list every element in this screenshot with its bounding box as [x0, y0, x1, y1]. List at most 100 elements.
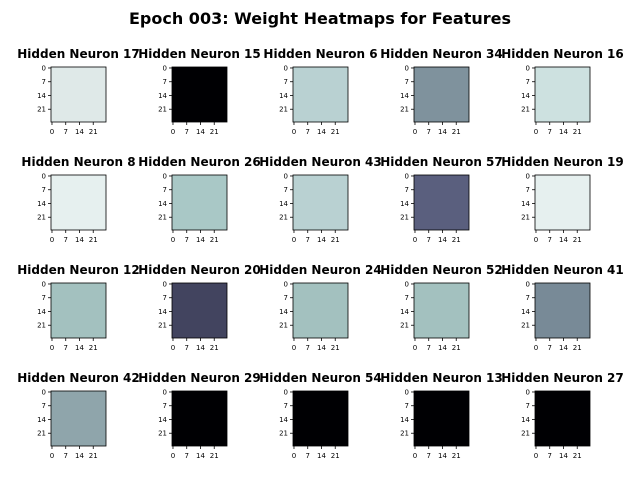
y-tick-label: 14: [521, 308, 530, 316]
y-tick-label: 0: [42, 64, 46, 72]
y-tick-label: 14: [158, 416, 167, 424]
y-tick-label: 7: [284, 186, 288, 194]
y-tick-label: 14: [400, 200, 409, 208]
axes-frame: [413, 174, 470, 231]
y-tick-label: 14: [400, 92, 409, 100]
axes-frame: [292, 390, 349, 447]
x-tick-label: 21: [452, 344, 461, 352]
y-tick-label: 7: [526, 402, 530, 410]
x-tick-label: 7: [305, 236, 309, 244]
heatmap-cell: [535, 391, 590, 446]
panel-title: Hidden Neuron 29: [138, 371, 261, 385]
x-tick-label: 21: [89, 344, 98, 352]
axes-frame: [171, 282, 228, 339]
axes-frame: [292, 174, 349, 231]
heatmap-cell: [414, 175, 469, 230]
x-tick-label: 7: [426, 452, 430, 460]
y-tick-label: 0: [163, 280, 167, 288]
y-tick-label: 21: [279, 430, 288, 438]
x-tick-label: 0: [413, 452, 417, 460]
x-tick-label: 21: [210, 452, 219, 460]
axes-frame: [292, 66, 349, 123]
panel-title: Hidden Neuron 43: [259, 155, 382, 169]
x-tick-label: 14: [559, 344, 568, 352]
y-tick-label: 14: [37, 92, 46, 100]
y-tick-label: 21: [158, 106, 167, 114]
y-tick-label: 21: [279, 322, 288, 330]
axes-frame: [534, 174, 591, 231]
x-tick-label: 7: [184, 344, 188, 352]
x-tick-label: 0: [292, 236, 296, 244]
x-tick-label: 21: [89, 128, 98, 136]
x-tick-label: 7: [63, 236, 67, 244]
x-tick-label: 0: [413, 236, 417, 244]
panel-title: Hidden Neuron 52: [380, 263, 503, 277]
panel-title: Hidden Neuron 42: [17, 371, 140, 385]
y-tick-label: 7: [405, 78, 409, 86]
x-tick-label: 14: [438, 344, 447, 352]
heatmap-cell: [293, 67, 348, 122]
y-tick-label: 7: [163, 78, 167, 86]
x-tick-label: 7: [547, 128, 551, 136]
x-tick-label: 14: [559, 128, 568, 136]
y-tick-label: 21: [400, 322, 409, 330]
axes-frame: [413, 390, 470, 447]
x-tick-label: 21: [331, 236, 340, 244]
x-tick-label: 21: [452, 236, 461, 244]
axes-frame: [50, 174, 107, 231]
heatmap-cell: [172, 67, 227, 122]
x-tick-label: 14: [559, 236, 568, 244]
x-tick-label: 7: [305, 128, 309, 136]
x-tick-label: 21: [452, 452, 461, 460]
y-tick-label: 21: [521, 214, 530, 222]
y-tick-label: 0: [405, 388, 409, 396]
x-tick-label: 7: [184, 236, 188, 244]
y-tick-label: 0: [526, 172, 530, 180]
x-tick-label: 0: [50, 452, 54, 460]
x-tick-label: 7: [547, 236, 551, 244]
x-tick-label: 14: [75, 236, 84, 244]
panel-title: Hidden Neuron 26: [138, 155, 261, 169]
y-tick-label: 14: [158, 308, 167, 316]
x-tick-label: 7: [426, 128, 430, 136]
x-tick-label: 7: [426, 344, 430, 352]
panel-title: Hidden Neuron 57: [380, 155, 503, 169]
x-tick-label: 0: [292, 128, 296, 136]
x-tick-label: 21: [331, 452, 340, 460]
y-tick-label: 7: [284, 294, 288, 302]
x-tick-label: 14: [317, 128, 326, 136]
y-tick-label: 0: [405, 172, 409, 180]
y-tick-label: 7: [284, 78, 288, 86]
y-tick-label: 7: [42, 402, 46, 410]
panel-title: Hidden Neuron 27: [501, 371, 624, 385]
y-tick-label: 0: [163, 172, 167, 180]
x-tick-label: 21: [331, 128, 340, 136]
x-tick-label: 7: [63, 452, 67, 460]
y-tick-label: 14: [279, 200, 288, 208]
axes-frame: [413, 66, 470, 123]
x-tick-label: 21: [573, 452, 582, 460]
x-tick-label: 14: [196, 344, 205, 352]
heatmap-cell: [414, 391, 469, 446]
y-tick-label: 7: [42, 294, 46, 302]
x-tick-label: 7: [305, 344, 309, 352]
x-tick-label: 0: [534, 236, 538, 244]
axes-frame: [50, 390, 107, 447]
y-tick-label: 21: [37, 430, 46, 438]
y-tick-label: 0: [42, 172, 46, 180]
x-tick-label: 0: [171, 128, 175, 136]
panel-title: Hidden Neuron 17: [17, 47, 140, 61]
y-tick-label: 0: [405, 64, 409, 72]
y-tick-label: 21: [158, 322, 167, 330]
x-tick-label: 21: [210, 128, 219, 136]
panel-title: Hidden Neuron 19: [501, 155, 624, 169]
y-tick-label: 7: [284, 402, 288, 410]
y-tick-label: 21: [158, 430, 167, 438]
y-tick-label: 0: [42, 280, 46, 288]
y-tick-label: 21: [521, 322, 530, 330]
x-tick-label: 14: [438, 452, 447, 460]
y-tick-label: 0: [284, 172, 288, 180]
y-tick-label: 21: [400, 430, 409, 438]
heatmap-cell: [535, 283, 590, 338]
